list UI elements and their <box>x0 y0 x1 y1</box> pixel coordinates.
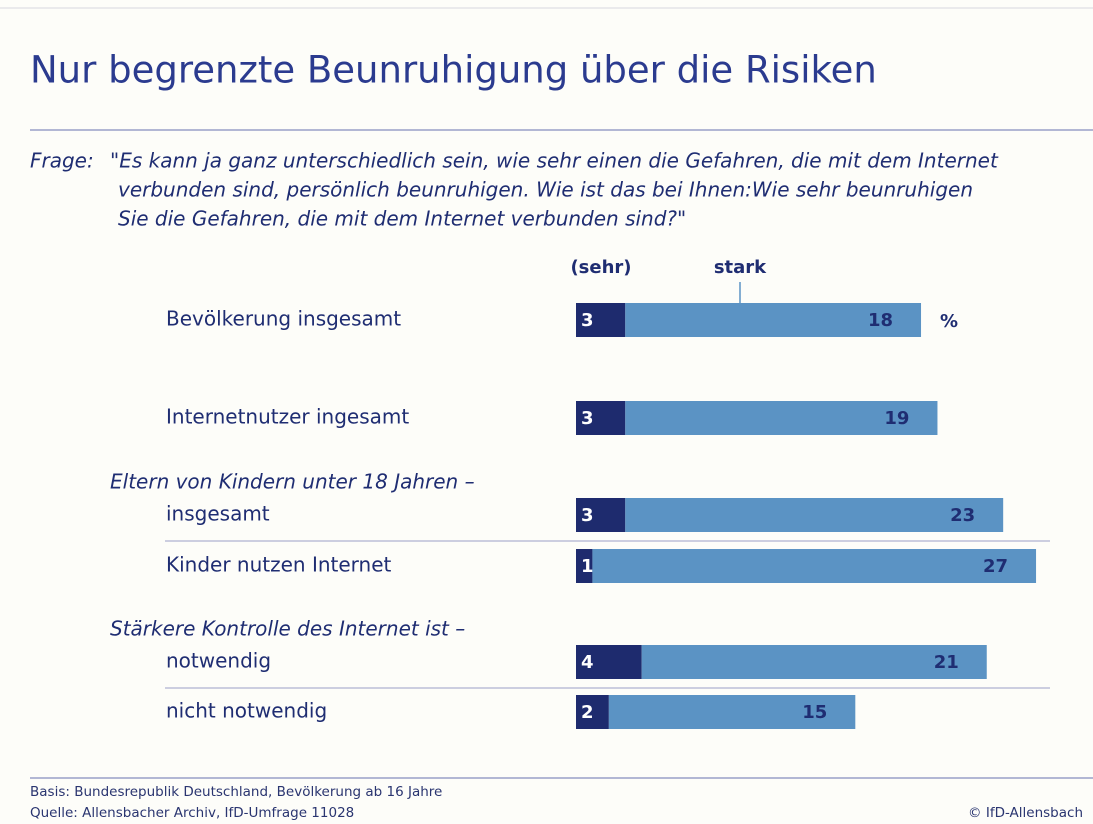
value-label: 2 <box>581 702 594 723</box>
value-label: 3 <box>581 310 594 331</box>
bar-segment <box>641 645 987 679</box>
chart-title: Nur begrenzte Beunruhigung über die Risi… <box>30 49 877 92</box>
bar-segment <box>576 695 609 729</box>
value-label: 15 <box>802 702 827 723</box>
question-label: Frage: <box>30 149 94 173</box>
value-label: 21 <box>934 652 959 673</box>
bar-segment <box>608 695 856 729</box>
bar-segment <box>576 498 626 532</box>
value-label: 19 <box>884 408 909 429</box>
question-line: verbunden sind, persönlich beunruhigen. … <box>118 178 973 202</box>
value-label: 27 <box>983 556 1008 577</box>
bar-segment <box>625 303 922 337</box>
bar-segment <box>625 401 938 435</box>
bar-segment <box>576 645 642 679</box>
bar-segment <box>625 498 1004 532</box>
question-line: Sie die Gefahren, die mit dem Internet v… <box>118 207 686 231</box>
category-label: notwendig <box>166 649 271 673</box>
value-label: 4 <box>581 652 594 673</box>
value-label: 3 <box>581 505 594 526</box>
value-label: 23 <box>950 505 975 526</box>
bar-segment <box>592 549 1037 583</box>
category-label: insgesamt <box>166 502 270 526</box>
category-label: nicht notwendig <box>166 699 327 723</box>
value-label: 18 <box>868 310 893 331</box>
value-label: 3 <box>581 408 594 429</box>
bar-segment <box>576 303 626 337</box>
bar-segment <box>576 549 593 583</box>
category-label: Kinder nutzen Internet <box>166 553 392 577</box>
group-label: Stärkere Kontrolle des Internet ist – <box>110 617 465 641</box>
question-line: "Es kann ja ganz unterschiedlich sein, w… <box>110 149 999 173</box>
bar-segment <box>576 401 626 435</box>
category-label: Internetnutzer ingesamt <box>166 405 409 429</box>
unit-label: % <box>940 311 958 332</box>
value-label: 1 <box>581 556 594 577</box>
series-header: (sehr) <box>570 257 631 278</box>
footnote: Basis: Bundesrepublik Deutschland, Bevöl… <box>30 784 442 800</box>
series-header: stark <box>714 257 767 278</box>
credit: © IfD-Allensbach <box>968 805 1083 821</box>
footnote: Quelle: Allensbacher Archiv, IfD-Umfrage… <box>30 805 354 821</box>
category-label: Bevölkerung insgesamt <box>166 307 401 331</box>
group-label: Eltern von Kindern unter 18 Jahren – <box>110 470 475 494</box>
